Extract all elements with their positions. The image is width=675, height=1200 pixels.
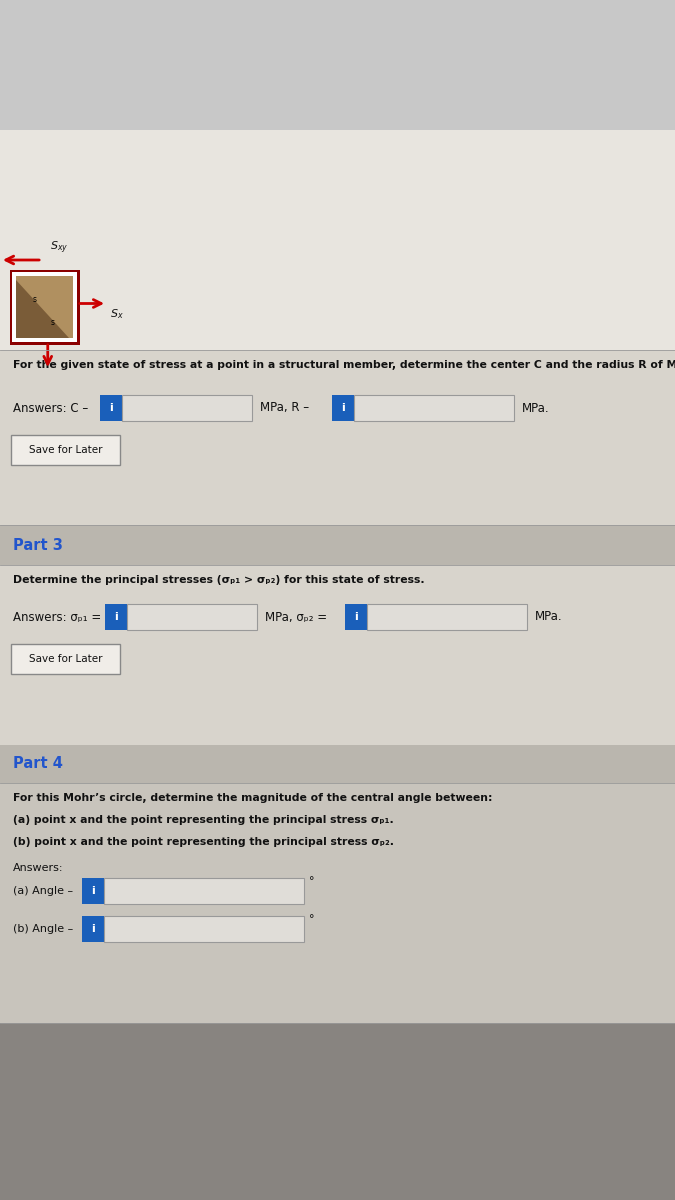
Text: i: i [341,403,345,413]
Text: Answers: σₚ₁ =: Answers: σₚ₁ = [13,611,105,624]
Text: i: i [109,403,113,413]
Text: i: i [114,612,118,622]
Polygon shape [16,280,69,338]
Text: Save for Later: Save for Later [29,654,102,664]
Text: °: ° [309,914,315,924]
Text: $S_x$: $S_x$ [110,307,124,322]
Text: For the given state of stress at a point in a structural member, determine the c: For the given state of stress at a point… [13,360,675,370]
Text: Determine the principal stresses (σₚ₁ > σₚ₂) for this state of stress.: Determine the principal stresses (σₚ₁ > … [13,575,425,584]
Text: Part 3: Part 3 [13,538,63,552]
Text: (a) Angle –: (a) Angle – [13,886,77,896]
Bar [0,782,675,1022]
Bar [0,526,675,565]
Bar [0,1022,675,1200]
Bar [345,604,367,630]
Text: s: s [51,318,54,326]
Text: i: i [91,924,95,934]
Text: Answers:: Answers: [13,863,63,874]
Bar [0,130,675,350]
FancyBboxPatch shape [11,434,120,464]
Text: i: i [354,612,358,622]
Bar [16,276,73,338]
Text: Answers: C –: Answers: C – [13,402,92,414]
Bar [104,916,304,942]
Bar [354,395,514,421]
Text: i: i [91,886,95,896]
Bar [0,745,675,782]
Bar [0,565,675,745]
Bar [82,878,104,904]
Bar [122,395,252,421]
Bar [105,604,127,630]
Text: For this Mohr’s circle, determine the magnitude of the central angle between:: For this Mohr’s circle, determine the ma… [13,793,493,803]
Bar [367,604,527,630]
Bar [9,270,80,344]
Bar [0,0,675,130]
Text: (b) point x and the point representing the principal stress σₚ₂.: (b) point x and the point representing t… [13,838,394,847]
Text: s: s [33,295,36,305]
Text: (b) Angle –: (b) Angle – [13,924,77,934]
Text: °: ° [309,876,315,886]
Text: MPa.: MPa. [522,402,549,414]
Text: MPa, σₚ₂ =: MPa, σₚ₂ = [265,611,331,624]
Bar [127,604,257,630]
Bar [100,395,122,421]
Text: MPa, R –: MPa, R – [260,402,313,414]
Bar [82,916,104,942]
Text: (a) point x and the point representing the principal stress σₚ₁.: (a) point x and the point representing t… [13,815,394,826]
Bar [332,395,354,421]
FancyBboxPatch shape [11,644,120,674]
Text: Part 4: Part 4 [13,756,63,772]
Bar [0,350,675,526]
Text: $S_{xy}$: $S_{xy}$ [50,240,68,256]
Bar [104,878,304,904]
Text: MPa.: MPa. [535,611,563,624]
Text: Save for Later: Save for Later [29,445,102,455]
Bar [12,272,77,342]
